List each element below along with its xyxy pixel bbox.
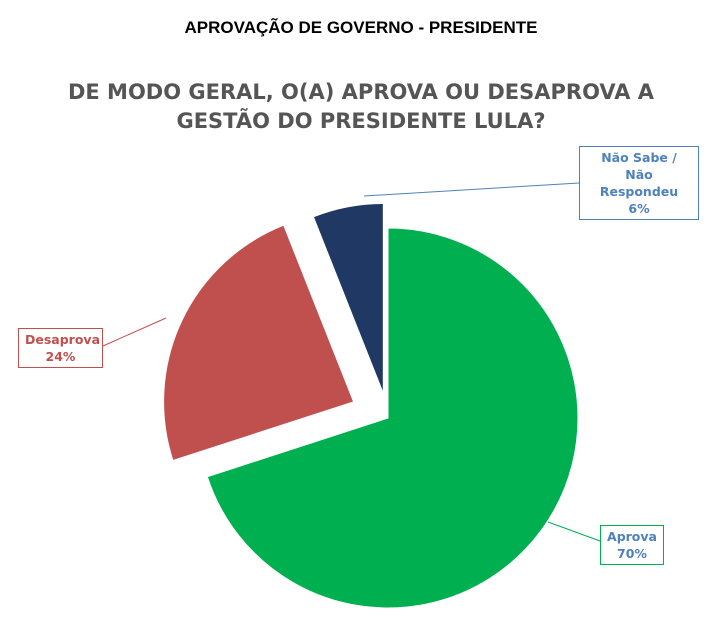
leader-line-desaprova bbox=[102, 317, 167, 347]
slice-name-line-1: Não Sabe / Não bbox=[601, 150, 677, 182]
chart-title: DE MODO GERAL, O(A) APROVA OU DESAPROVA … bbox=[67, 80, 655, 133]
slice-value: 70% bbox=[617, 546, 647, 561]
slice-name-line-2: Respondeu bbox=[599, 184, 679, 199]
slice-aprova bbox=[206, 227, 579, 609]
slice-nao-sabe bbox=[312, 202, 384, 394]
data-label-desaprova: Desaprova 24% bbox=[18, 328, 103, 368]
data-label-nao-sabe: Não Sabe / Não Respondeu 6% bbox=[579, 146, 699, 220]
slice-desaprova bbox=[163, 224, 355, 462]
leader-line-nao-sabe bbox=[363, 182, 580, 197]
leader-line-aprova bbox=[547, 521, 601, 542]
slice-value: 24% bbox=[45, 349, 76, 364]
slice-name: Aprova bbox=[607, 529, 657, 544]
page-header: APROVAÇÃO DE GOVERNO - PRESIDENTE bbox=[184, 18, 538, 37]
slice-value: 6% bbox=[628, 201, 650, 216]
data-label-aprova: Aprova 70% bbox=[600, 525, 664, 565]
slice-name: Desaprova bbox=[25, 332, 101, 347]
